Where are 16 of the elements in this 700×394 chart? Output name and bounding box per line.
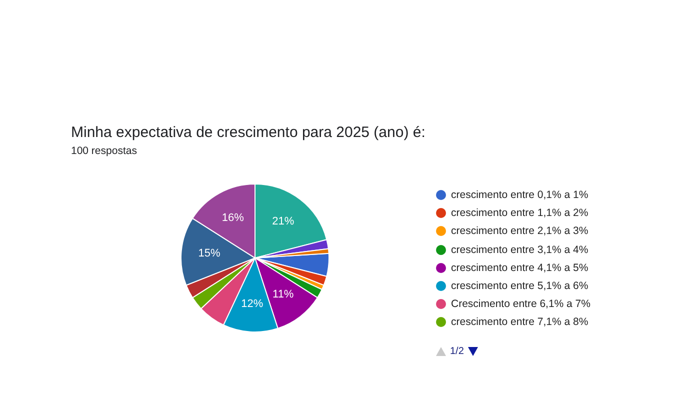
legend-label: crescimento entre 3,1% a 4% (451, 244, 588, 256)
legend-label: crescimento entre 2,1% a 3% (451, 225, 588, 238)
legend-label: Crescimento entre 6,1% a 7% (451, 298, 590, 310)
text: 1/2 (450, 346, 464, 356)
legend-label: crescimento entre 7,1% a 8% (451, 316, 588, 328)
data-label: 11% (272, 288, 294, 300)
data-label: 15% (198, 248, 221, 260)
legend-label: crescimento entre 1,1% a 2% (451, 207, 588, 220)
data-label: 16% (222, 212, 244, 224)
chart-subtitle: 100 respostas (71, 145, 137, 157)
legend-label: crescimento entre 4,1% a 5% (451, 262, 588, 274)
data-label: 21% (272, 216, 294, 228)
data-label: 12% (241, 298, 264, 310)
chart-title: Minha expectativa de crescimento para 2025 (ano) é: (71, 124, 426, 141)
legend-label: crescimento entre 0,1% a 1% (451, 189, 588, 202)
legend-label: crescimento entre 5,1% a 6% (451, 280, 588, 292)
